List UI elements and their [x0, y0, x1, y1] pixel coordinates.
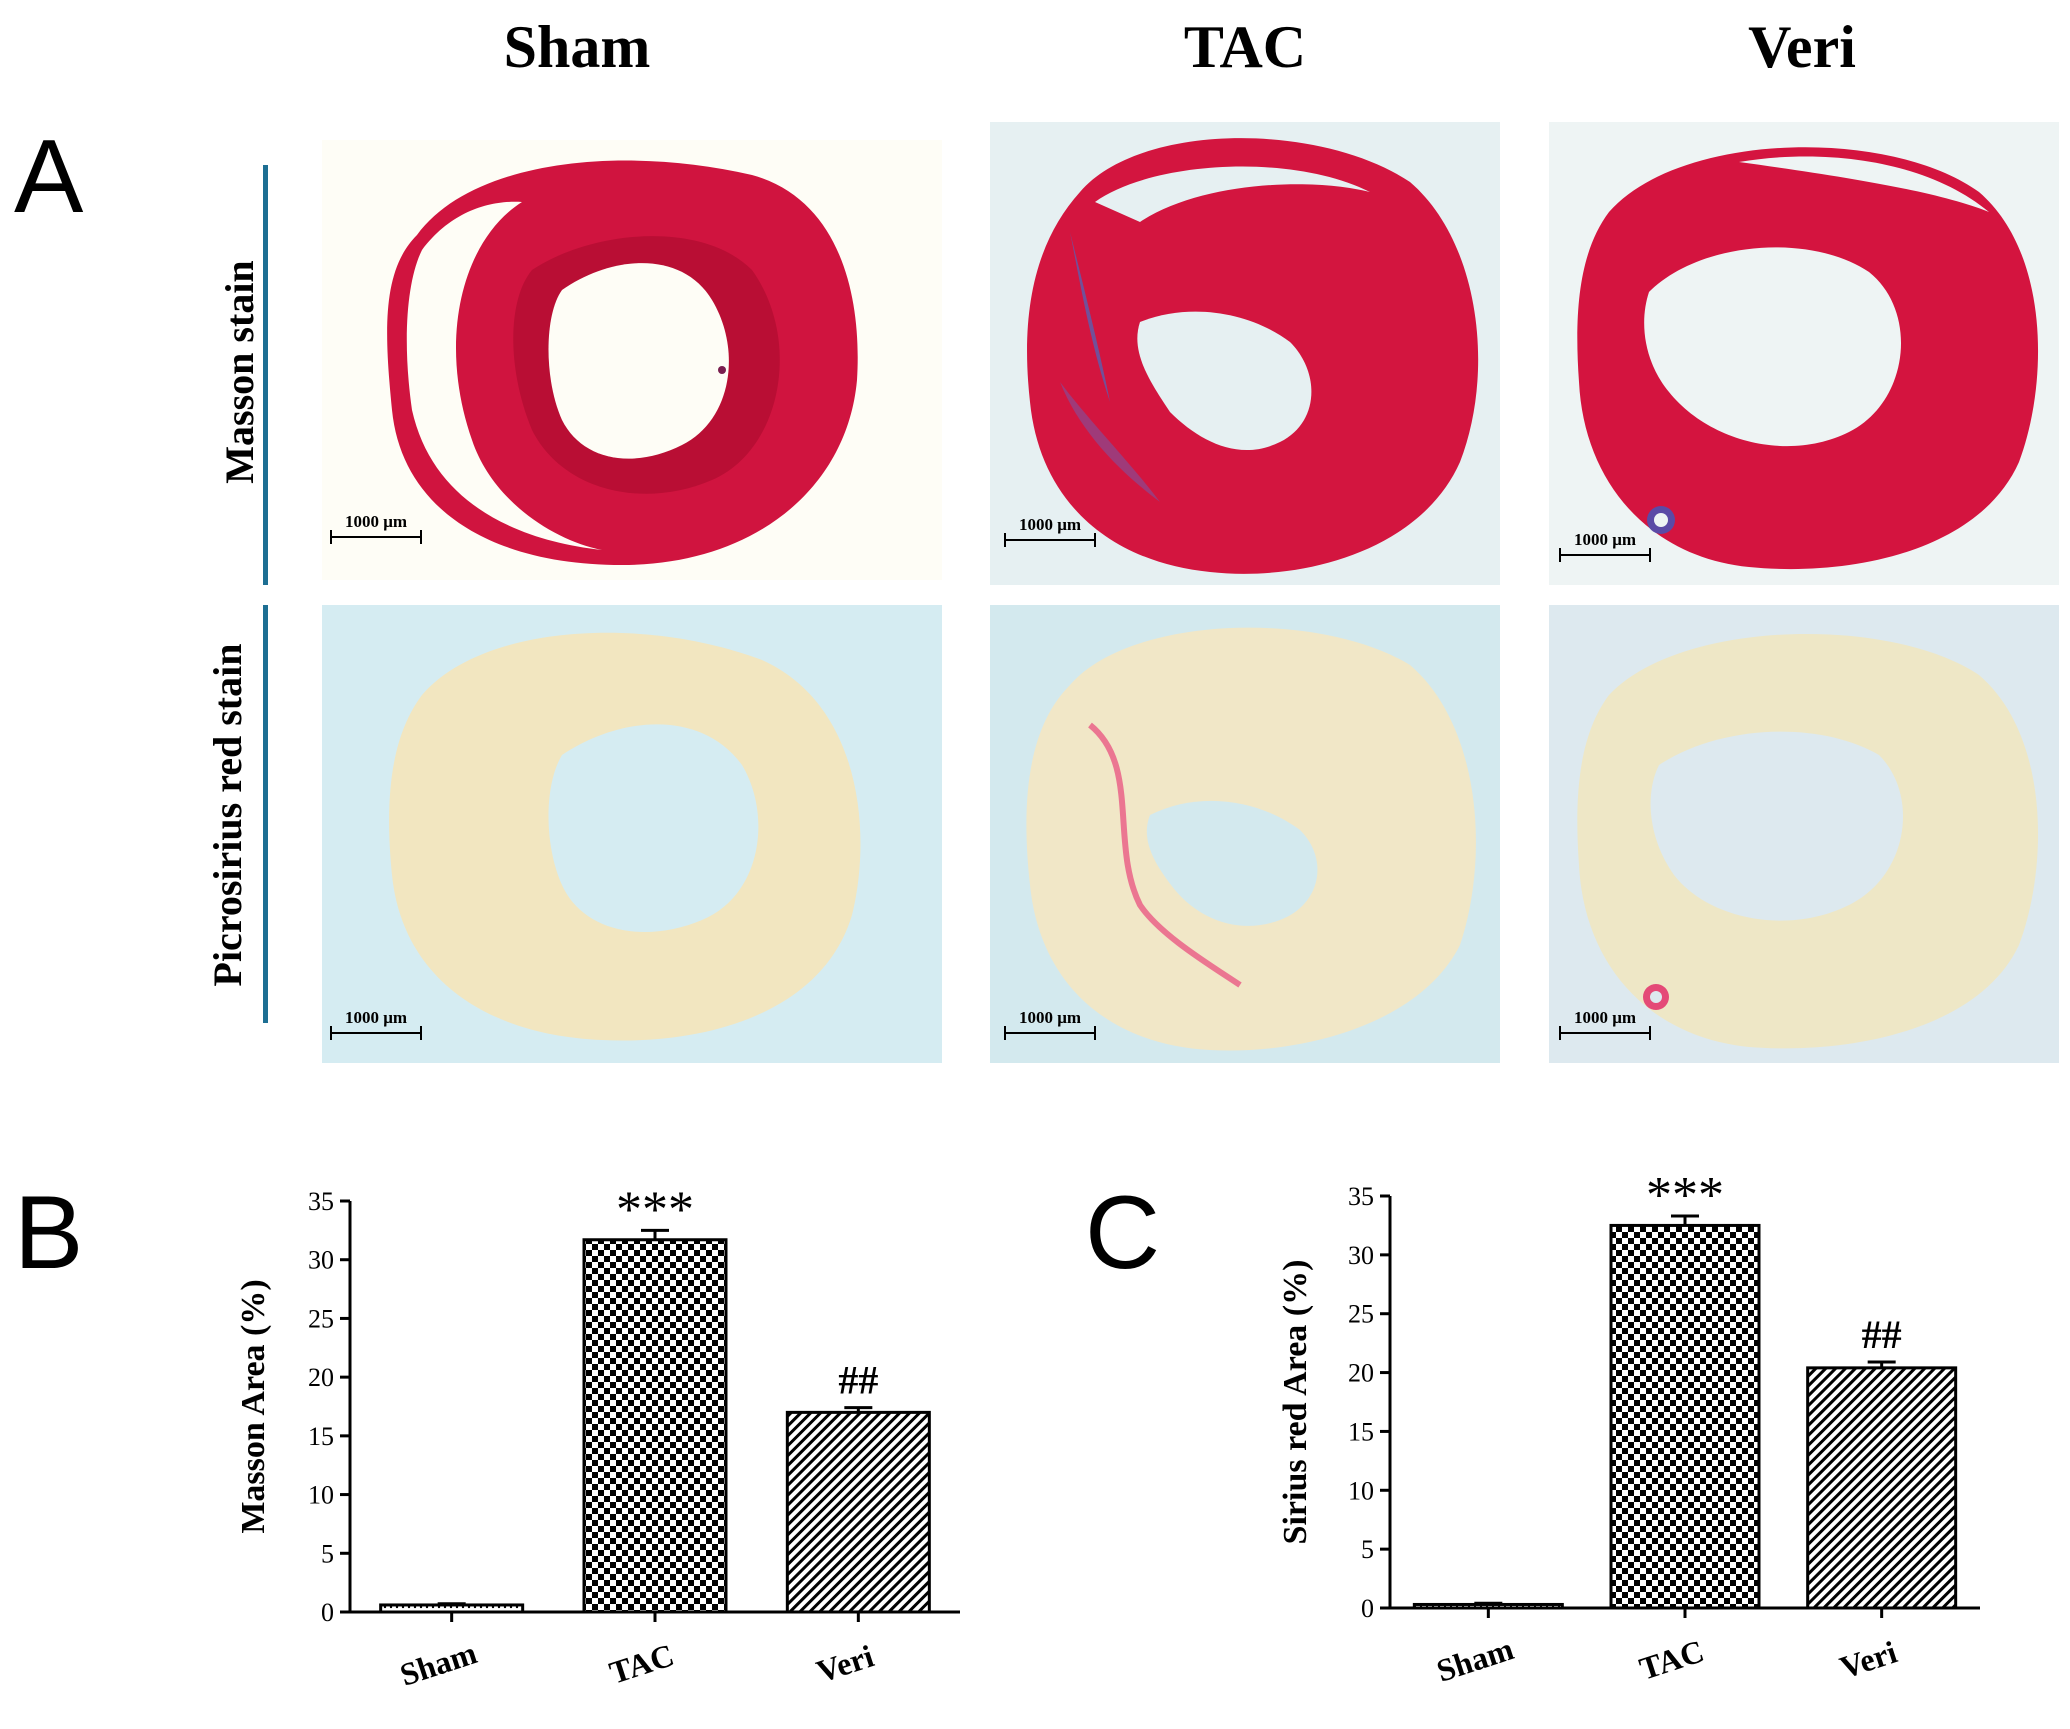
y-tick-label: 10 — [1348, 1476, 1374, 1505]
bar-veri — [785, 1410, 931, 1614]
panel-b-letter: B — [14, 1175, 84, 1291]
micrograph-masson-veri — [1549, 122, 2059, 585]
y-tick-label: 30 — [308, 1246, 334, 1275]
significance-label: *** — [1646, 1167, 1724, 1224]
significance-label: ## — [1862, 1312, 1902, 1357]
chart-b-masson-area: Masson Area (%) 0 5 10 15 20 25 30 35 Sham TAC *** V… — [220, 1160, 980, 1724]
row-divider-masson — [263, 165, 268, 585]
scale-bar-picrosirius-tac: 1000 μm — [1000, 1008, 1100, 1040]
micrograph-masson-tac — [990, 122, 1500, 585]
scale-bar-picrosirius-veri: 1000 μm — [1555, 1008, 1655, 1040]
scale-bar-masson-sham: 1000 μm — [326, 512, 426, 544]
x-tick-label-sham: Sham — [1432, 1630, 1518, 1689]
scale-bar-label: 1000 μm — [1573, 1008, 1637, 1027]
y-tick-label: 5 — [321, 1539, 334, 1568]
y-tick-label: 15 — [1348, 1417, 1374, 1446]
y-tick-label: 10 — [308, 1481, 334, 1510]
y-axis-label: Sirius red Area (%) — [1277, 1260, 1314, 1545]
scale-bar-label: 1000 μm — [344, 512, 408, 531]
micrograph-picrosirius-tac — [990, 605, 1500, 1063]
row-divider-picrosirius — [263, 605, 268, 1023]
micrograph-masson-sham — [322, 140, 942, 580]
chart-b-svg: Masson Area (%) 0 5 10 15 20 25 30 35 Sham TAC *** V… — [235, 1181, 960, 1693]
y-axis-label: Masson Area (%) — [235, 1279, 272, 1533]
y-tick-label: 25 — [308, 1304, 334, 1333]
y-tick-label: 5 — [1361, 1535, 1374, 1564]
x-tick-label-veri: Veri — [1835, 1634, 1901, 1686]
y-tick-label: 20 — [308, 1363, 334, 1392]
scale-bar-label: 1000 μm — [1573, 530, 1637, 549]
x-tick-label-veri: Veri — [812, 1638, 878, 1690]
bar-tac — [1609, 1223, 1761, 1610]
row-label-picrosirius: Picrosirius red stain — [205, 643, 250, 987]
x-tick-label-tac: TAC — [605, 1636, 678, 1690]
y-tick-label: 25 — [1348, 1300, 1374, 1329]
column-title-veri: Veri — [1748, 14, 1856, 80]
scale-bar-label: 1000 μm — [1018, 1008, 1082, 1027]
scale-bar-picrosirius-sham: 1000 μm — [326, 1008, 426, 1040]
row-label-masson: Masson stain — [217, 260, 262, 484]
x-tick-label-tac: TAC — [1635, 1632, 1708, 1686]
scale-bar-masson-tac: 1000 μm — [1000, 515, 1100, 547]
significance-label: *** — [616, 1181, 694, 1238]
y-tick-label: 0 — [1361, 1594, 1374, 1623]
column-title-tac: TAC — [1183, 14, 1307, 80]
y-tick-label: 35 — [1348, 1182, 1374, 1211]
panel-a-letter: A — [14, 119, 84, 235]
scale-bar-label: 1000 μm — [344, 1008, 408, 1027]
micrograph-picrosirius-sham — [322, 605, 942, 1063]
bar-tac — [582, 1238, 728, 1614]
y-tick-label: 30 — [1348, 1241, 1374, 1270]
chart-c-svg: Sirius red Area (%) 0 5 10 15 20 25 30 35 Sham TAC… — [1277, 1167, 1980, 1689]
column-title-sham: Sham — [503, 14, 651, 80]
scale-bar-label: 1000 μm — [1018, 515, 1082, 534]
y-tick-label: 15 — [308, 1422, 334, 1451]
bar-sham — [379, 1603, 525, 1614]
x-tick-label-sham: Sham — [395, 1634, 481, 1693]
chart-c-sirius-area: Sirius red Area (%) 0 5 10 15 20 25 30 35 Sham TAC… — [1250, 1160, 2050, 1724]
y-tick-label: 35 — [308, 1187, 334, 1216]
significance-label: ## — [838, 1358, 878, 1403]
scale-bar-masson-veri: 1000 μm — [1555, 530, 1655, 562]
y-tick-label: 20 — [1348, 1359, 1374, 1388]
micrograph-picrosirius-veri — [1549, 605, 2059, 1063]
panel-c-letter: C — [1085, 1175, 1161, 1291]
y-tick-label: 0 — [321, 1598, 334, 1627]
bar-sham — [1412, 1602, 1564, 1610]
bar-veri — [1806, 1366, 1958, 1610]
